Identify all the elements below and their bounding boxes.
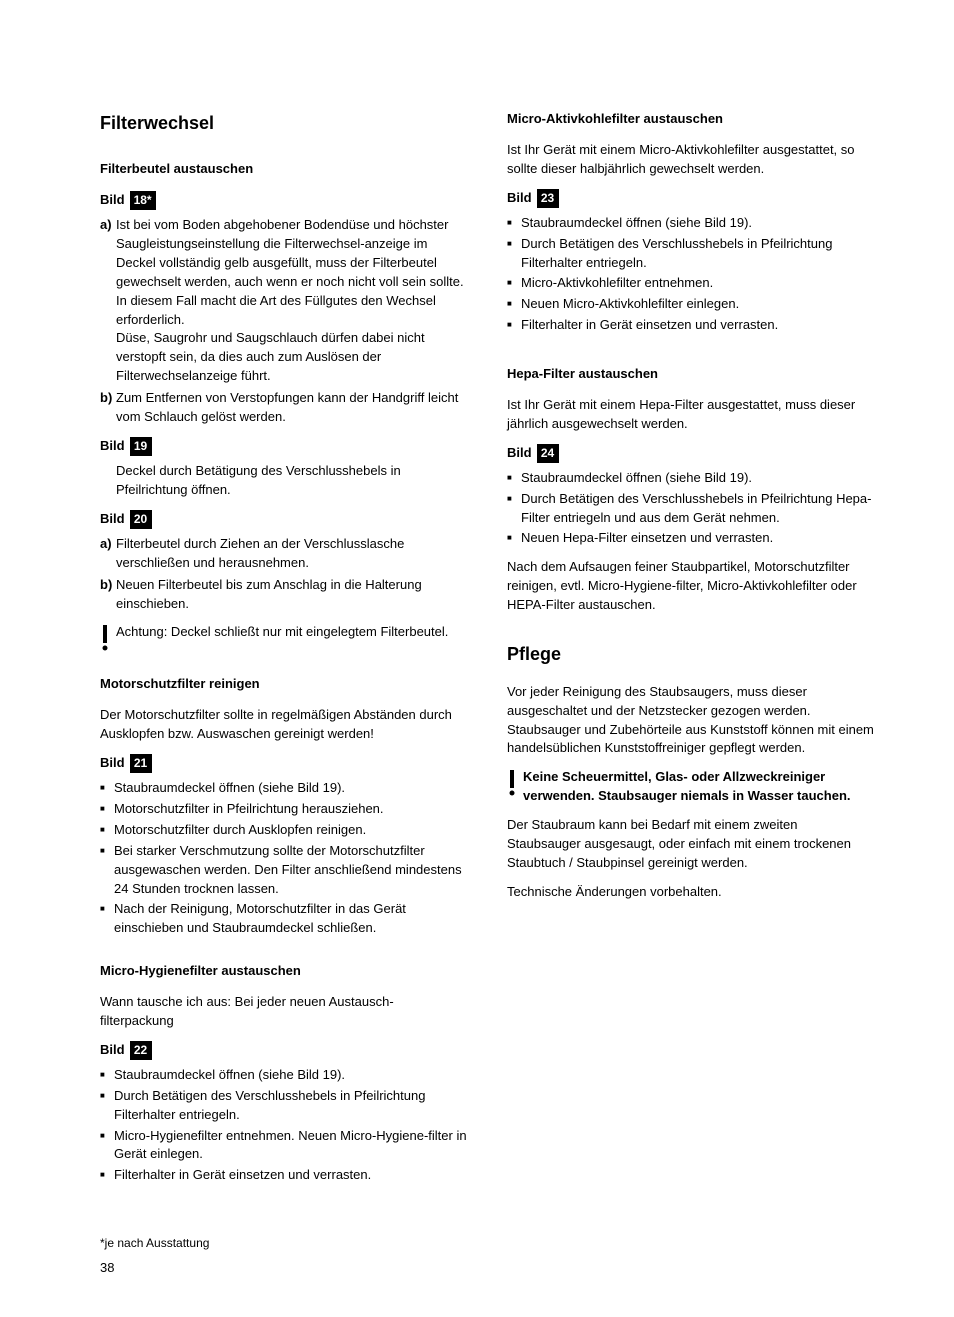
right-column: Micro-Aktivkohlefilter austauschen Ist I… [507, 110, 874, 1195]
item-18a: a) Ist bei vom Boden abgehobener Bodendü… [100, 216, 467, 386]
two-column-layout: Filterwechsel Filterbeutel austauschen B… [100, 110, 874, 1195]
text-20b: Neuen Filterbeutel bis zum Anschlag in d… [116, 576, 467, 614]
bild-23-line: Bild 23 [507, 189, 874, 208]
list-item: Micro-Hygienefilter entnehmen. Neuen Mic… [100, 1127, 467, 1165]
list-23: Staubraumdeckel öffnen (siehe Bild 19). D… [507, 214, 874, 335]
warning-20: Achtung: Deckel schließt nur mit eingele… [100, 623, 467, 651]
list-item: Neuen Hepa-Filter einsetzen und verraste… [507, 529, 874, 548]
ab-list-18: a) Ist bei vom Boden abgehobener Bodendü… [100, 216, 467, 426]
bild-number-18: 18* [130, 191, 156, 210]
warning-pflege: Keine Scheuermittel, Glas- oder Allzweck… [507, 768, 874, 806]
bild-number-19: 19 [130, 437, 152, 456]
text-motorschutz-intro: Der Motorschutzfilter sollte in regelmäß… [100, 706, 467, 744]
letter-b: b) [100, 576, 116, 614]
warning-icon [507, 770, 517, 796]
bild-number-23: 23 [537, 189, 559, 208]
subhead-microhygiene: Micro-Hygienefilter austauschen [100, 962, 467, 981]
list-22: Staubraumdeckel öffnen (siehe Bild 19). D… [100, 1066, 467, 1185]
bild-24-line: Bild 24 [507, 444, 874, 463]
subhead-motorschutz: Motorschutzfilter reinigen [100, 675, 467, 694]
item-20a: a) Filterbeutel durch Ziehen an der Vers… [100, 535, 467, 573]
letter-b: b) [100, 389, 116, 427]
bild-label: Bild [100, 754, 125, 773]
text-hepa-intro: Ist Ihr Gerät mit einem Hepa-Filter ausg… [507, 396, 874, 434]
text-hepa-after: Nach dem Aufsaugen feiner Staubpartikel,… [507, 558, 874, 615]
text-pflege-3: Technische Änderungen vorbehalten. [507, 883, 874, 902]
list-item: Nach der Reinigung, Motorschutzfilter in… [100, 900, 467, 938]
page-number: 38 [100, 1259, 874, 1278]
text-19: Deckel durch Betätigung des Verschlusshe… [116, 462, 467, 500]
text-aktivkohle-intro: Ist Ihr Gerät mit einem Micro-Aktivkohle… [507, 141, 874, 179]
letter-a: a) [100, 535, 116, 573]
list-item: Durch Betätigen des Verschlusshebels in … [507, 490, 874, 528]
list-item: Staubraumdeckel öffnen (siehe Bild 19). [100, 779, 467, 798]
left-column: Filterwechsel Filterbeutel austauschen B… [100, 110, 467, 1195]
item-20b: b) Neuen Filterbeutel bis zum Anschlag i… [100, 576, 467, 614]
bild-22-line: Bild 22 [100, 1041, 467, 1060]
list-24: Staubraumdeckel öffnen (siehe Bild 19). D… [507, 469, 874, 548]
text-pflege-2: Der Staubraum kann bei Bedarf mit einem … [507, 816, 874, 873]
list-item: Staubraumdeckel öffnen (siehe Bild 19). [100, 1066, 467, 1085]
ab-list-20: a) Filterbeutel durch Ziehen an der Vers… [100, 535, 467, 613]
list-item: Staubraumdeckel öffnen (siehe Bild 19). [507, 469, 874, 488]
footnote: *je nach Ausstattung [100, 1235, 874, 1252]
list-item: Motorschutzfilter durch Ausklopfen reini… [100, 821, 467, 840]
text-pflege-1: Vor jeder Reinigung des Staubsaugers, mu… [507, 683, 874, 758]
list-item: Micro-Aktivkohlefilter entnehmen. [507, 274, 874, 293]
list-item: Motorschutzfilter in Pfeilrichtung herau… [100, 800, 467, 819]
list-item: Filterhalter in Gerät einsetzen und verr… [100, 1166, 467, 1185]
item-18b: b) Zum Entfernen von Verstopfungen kann … [100, 389, 467, 427]
warning-text-pflege: Keine Scheuermittel, Glas- oder Allzweck… [523, 768, 874, 806]
bild-number-21: 21 [130, 754, 152, 773]
heading-pflege: Pflege [507, 641, 874, 667]
text-microhygiene-intro: Wann tausche ich aus: Bei jeder neuen Au… [100, 993, 467, 1031]
bild-label: Bild [100, 191, 125, 210]
bild-19-line: Bild 19 [100, 437, 467, 456]
text-20a: Filterbeutel durch Ziehen an der Verschl… [116, 535, 467, 573]
list-item: Filterhalter in Gerät einsetzen und verr… [507, 316, 874, 335]
list-item: Durch Betätigen des Verschlusshebels in … [100, 1087, 467, 1125]
bild-number-24: 24 [537, 444, 559, 463]
heading-filterwechsel: Filterwechsel [100, 110, 467, 136]
subhead-filterbeutel: Filterbeutel austauschen [100, 160, 467, 179]
text-18a: Ist bei vom Boden abgehobener Bodendüse … [116, 216, 467, 386]
bild-label: Bild [507, 444, 532, 463]
bild-label: Bild [100, 437, 125, 456]
bild-label: Bild [507, 189, 532, 208]
list-item: Bei starker Verschmutzung sollte der Mot… [100, 842, 467, 899]
subhead-aktivkohle: Micro-Aktivkohlefilter austauschen [507, 110, 874, 129]
bild-label: Bild [100, 510, 125, 529]
list-item: Neuen Micro-Aktivkohlefilter einlegen. [507, 295, 874, 314]
list-item: Durch Betätigen des Verschlusshebels in … [507, 235, 874, 273]
list-item: Staubraumdeckel öffnen (siehe Bild 19). [507, 214, 874, 233]
bild-number-22: 22 [130, 1041, 152, 1060]
text-18b: Zum Entfernen von Verstopfungen kann der… [116, 389, 467, 427]
bild-20-line: Bild 20 [100, 510, 467, 529]
bild-label: Bild [100, 1041, 125, 1060]
bild-number-20: 20 [130, 510, 152, 529]
list-21: Staubraumdeckel öffnen (siehe Bild 19). M… [100, 779, 467, 938]
warning-text-20: Achtung: Deckel schließt nur mit eingele… [116, 623, 467, 642]
bild-21-line: Bild 21 [100, 754, 467, 773]
bild-18-line: Bild 18* [100, 191, 467, 210]
subhead-hepa: Hepa-Filter austauschen [507, 365, 874, 384]
letter-a: a) [100, 216, 116, 386]
warning-icon [100, 625, 110, 651]
